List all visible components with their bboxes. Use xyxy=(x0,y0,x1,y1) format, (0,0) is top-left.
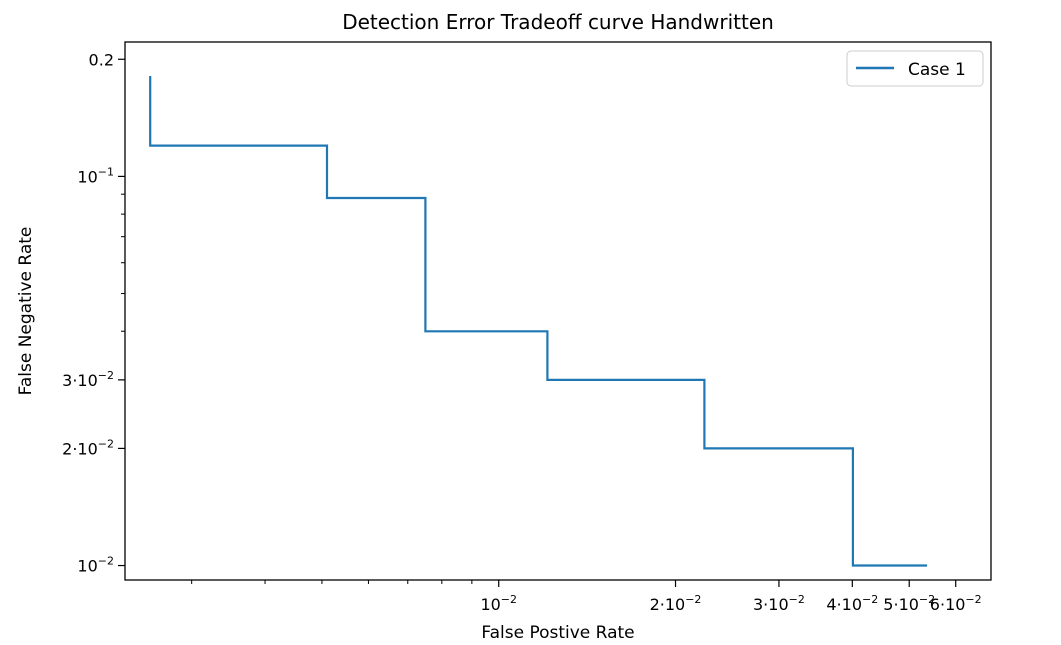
x-tick-label-6: 6·10−2 xyxy=(930,593,982,614)
y-tick-label-1: 0.2 xyxy=(89,50,114,69)
x-axis-ticks: 10−2 2·10−2 3·10−2 4·10−2 5·10−26·10−2 xyxy=(191,580,982,614)
y-tick-label-2: 10−1 xyxy=(77,165,114,186)
series-layer xyxy=(149,75,928,567)
x-tick-label-1: 10−2 xyxy=(480,593,517,614)
x-tick-label-3: 3·10−2 xyxy=(753,593,805,614)
plot-frame xyxy=(124,41,992,581)
x-tick-label-2: 2·10−2 xyxy=(650,593,702,614)
chart-title: Detection Error Tradeoff curve Handwritt… xyxy=(342,10,774,34)
x-tick-label-4: 4·10−2 xyxy=(826,593,878,614)
y-axis-label: False Negative Rate xyxy=(16,227,36,396)
x-axis-label: False Postive Rate xyxy=(481,623,634,643)
y-axis-ticks: 0.2 10−1 3·10−2 2·10−2 10−2 xyxy=(62,50,125,576)
y-tick-label-3: 3·10−2 xyxy=(62,369,114,390)
legend-frame xyxy=(846,50,984,87)
series-line-1 xyxy=(149,75,928,567)
y-tick-label-4: 2·10−2 xyxy=(62,437,114,458)
y-tick-label-5: 10−2 xyxy=(77,555,114,576)
legend-label-case-1: Case 1 xyxy=(908,60,966,80)
x-tick-label-5: 5·10−2 xyxy=(883,593,935,614)
legend: Case 1 xyxy=(846,50,984,87)
